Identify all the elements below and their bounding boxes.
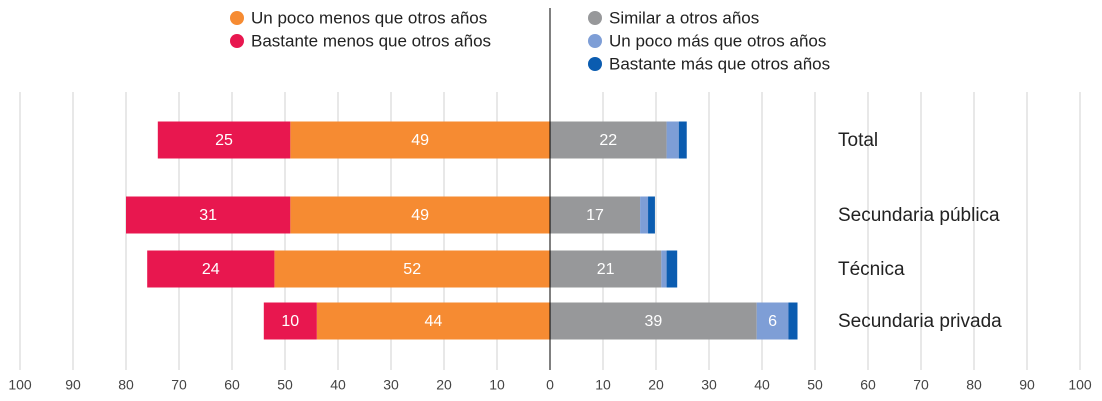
value-label: 21 (597, 261, 615, 278)
bar-segment (316, 302, 550, 340)
bar-segment (263, 302, 317, 340)
value-label: 22 (599, 132, 617, 149)
bar-segment (678, 121, 687, 159)
value-label: 31 (199, 207, 217, 224)
x-tick-label: 30 (383, 377, 399, 393)
value-label: 49 (411, 207, 429, 224)
bar-segment (126, 196, 291, 234)
x-tick-label: 80 (966, 377, 982, 393)
x-tick-label: 50 (277, 377, 293, 393)
bar-segment (788, 302, 798, 340)
bar-segment (274, 250, 550, 288)
legend-swatch (230, 11, 244, 25)
bar-segment (661, 250, 667, 288)
x-tick-label: 50 (807, 377, 823, 393)
x-tick-label: 80 (118, 377, 134, 393)
bar-segment (290, 121, 550, 159)
x-tick-label: 70 (171, 377, 187, 393)
x-tick-label: 20 (648, 377, 664, 393)
bar-segment (157, 121, 291, 159)
x-tick-label: 70 (913, 377, 929, 393)
x-tick-label: 90 (1019, 377, 1035, 393)
bar-segment (290, 196, 550, 234)
x-tick-label: 60 (860, 377, 876, 393)
bar-segment (666, 121, 679, 159)
bar-segment (648, 196, 655, 234)
bar-segment (550, 250, 662, 288)
x-tick-label: 20 (436, 377, 452, 393)
category-label: Total (838, 130, 878, 151)
legend-label: Bastante menos que otros años (251, 31, 491, 50)
x-tick-label: 60 (224, 377, 240, 393)
value-label: 49 (411, 132, 429, 149)
bar-segment (666, 250, 678, 288)
bar-segment (550, 196, 641, 234)
value-label: 10 (281, 313, 299, 330)
legend-swatch (588, 34, 602, 48)
x-tick-label: 10 (595, 377, 611, 393)
legend-label: Similar a otros años (609, 8, 759, 27)
bar-segment (640, 196, 649, 234)
x-tick-label: 40 (330, 377, 346, 393)
x-tick-label: 100 (1068, 377, 1092, 393)
category-label: Secundaria privada (838, 311, 1002, 332)
legend-label: Un poco más que otros años (609, 31, 826, 50)
category-label: Secundaria pública (838, 205, 1000, 226)
value-label: 6 (768, 313, 777, 330)
value-label: 24 (202, 261, 220, 278)
x-tick-label: 10 (489, 377, 505, 393)
bar-segment (550, 302, 757, 340)
legend-label: Un poco menos que otros años (251, 8, 487, 27)
x-tick-label: 90 (65, 377, 81, 393)
bar-segment (147, 250, 275, 288)
value-label: 17 (586, 207, 604, 224)
value-label: 39 (644, 313, 662, 330)
legend-swatch (230, 34, 244, 48)
legend-swatch (588, 57, 602, 71)
legend-swatch (588, 11, 602, 25)
legend-label: Bastante más que otros años (609, 54, 830, 73)
category-label: Técnica (838, 259, 905, 280)
value-label: 44 (425, 313, 443, 330)
x-tick-label: 0 (546, 377, 554, 393)
x-tick-label: 100 (8, 377, 32, 393)
value-label: 25 (215, 132, 233, 149)
bar-segment (756, 302, 789, 340)
x-tick-label: 40 (754, 377, 770, 393)
x-tick-label: 30 (701, 377, 717, 393)
bar-segment (550, 121, 667, 159)
value-label: 52 (403, 261, 421, 278)
